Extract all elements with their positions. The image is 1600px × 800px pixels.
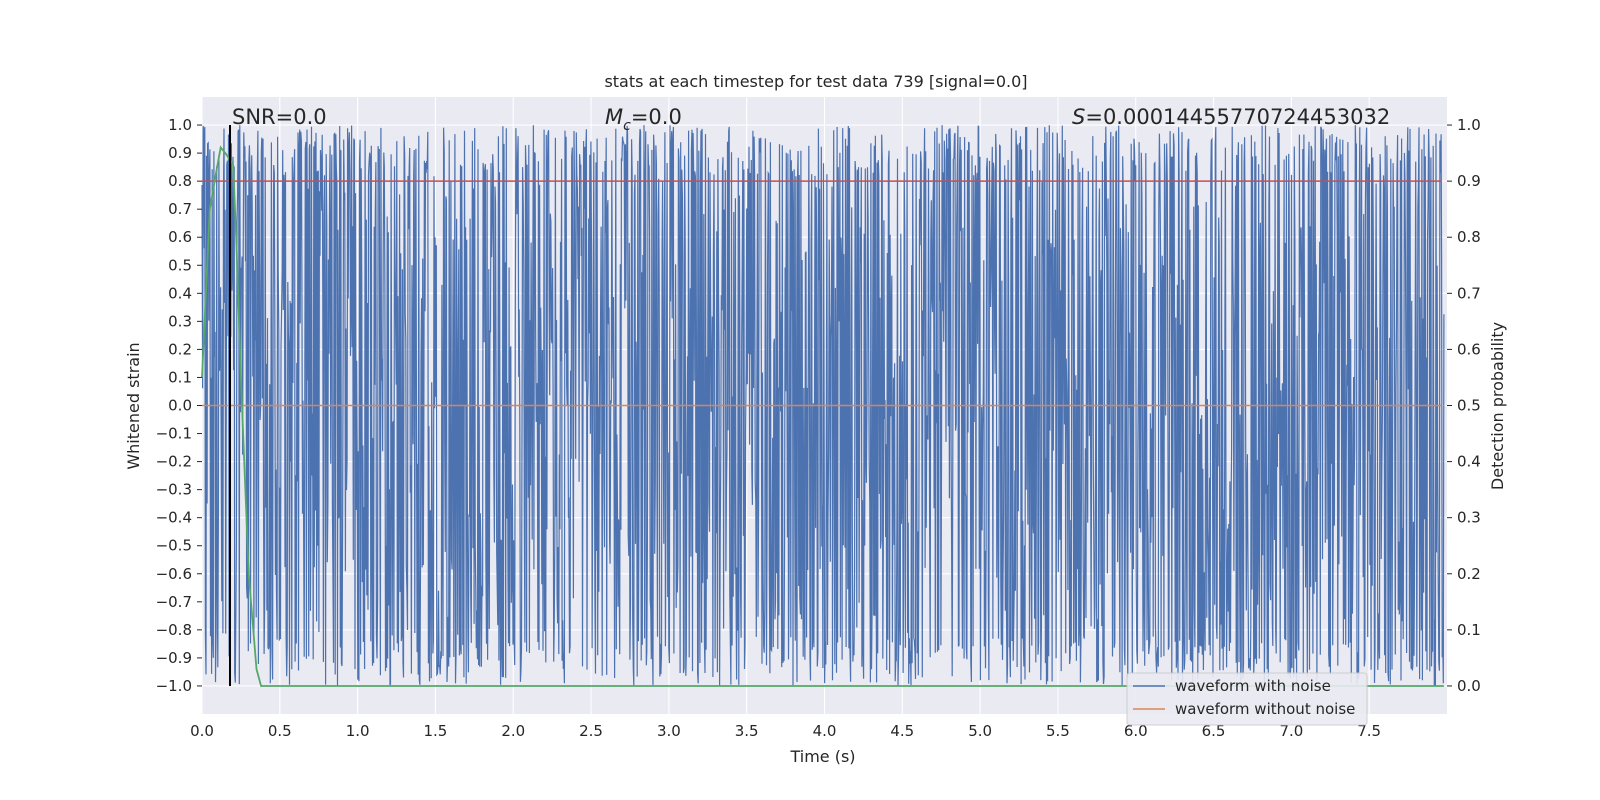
annotation-s: S=0.00014455770724453032 [1072,105,1390,129]
legend: waveform with noise waveform without noi… [1126,672,1368,726]
y-right-tick-label: 0.7 [1457,284,1481,302]
x-tick-label: 1.5 [424,722,448,740]
x-tick-label: 0.0 [190,722,214,740]
x-tick-label: 6.0 [1124,722,1148,740]
y-left-tick-label: −0.1 [156,425,192,443]
y-left-tick-label: −1.0 [156,677,192,695]
x-tick-label: 3.0 [657,722,681,740]
x-tick-label: 0.5 [268,722,292,740]
y-right-tick-label: 0.5 [1457,397,1481,415]
y-right-tick-label: 0.1 [1457,621,1481,639]
y-axis-label-right: Detection probability [1488,322,1507,490]
y-right-tick-label: 0.3 [1457,509,1481,527]
legend-label-noise: waveform with noise [1175,677,1331,695]
x-tick-label: 4.5 [890,722,914,740]
x-axis-label: Time (s) [789,747,855,766]
y-axis-label-left: Whitened strain [124,342,143,469]
annotation-chirp-mass-sub: c [623,118,631,134]
y-left-tick-label: 0.0 [168,397,192,415]
y-right-tick-label: 0.6 [1457,340,1481,358]
y-left-tick-label: 0.3 [168,312,192,330]
y-left-tick-label: −0.9 [156,649,192,667]
y-left-tick-label: 0.1 [168,368,192,386]
y-left-tick-label: 0.6 [168,228,192,246]
series-waveform-with-noise [201,125,1445,686]
noise-line [201,125,1445,686]
y-left-tick-label: 0.9 [168,144,192,162]
y-left-tick-label: 0.7 [168,200,192,218]
chart-title: stats at each timestep for test data 739… [604,72,1027,91]
annotation-chirp-mass: Mc=0.0 [605,105,682,134]
y-left-tick-label: −0.6 [156,565,192,583]
x-tick-label: 3.5 [735,722,759,740]
annotation-chirp-mass-value: =0.0 [631,105,682,129]
x-tick-label: 4.0 [813,722,837,740]
y-left-tick-label: −0.4 [156,509,192,527]
x-tick-label: 1.0 [346,722,370,740]
y-left-tick-label: 0.4 [168,284,192,302]
y-right-tick-label: 0.9 [1457,172,1481,190]
detection-probability-line [201,145,1444,687]
annotation-chirp-mass-symbol: M [605,105,623,129]
x-tick-label: 5.0 [968,722,992,740]
y-right-tick-label: 0.4 [1457,453,1481,471]
annotation-s-symbol: S [1072,105,1085,129]
y-left-tick-label: −0.8 [156,621,192,639]
x-tick-label: 7.0 [1279,722,1303,740]
y-left-tick-label: 0.8 [168,172,192,190]
legend-label-clean: waveform without noise [1175,700,1355,718]
x-tick-label: 5.5 [1046,722,1070,740]
y-left-tick-label: −0.5 [156,537,192,555]
x-tick-label: 6.5 [1202,722,1226,740]
tick-labels: 0.0 0.5 1.0 1.5 2.0 2.5 3.0 3.5 4.0 4.5 5.0 5.5 6.0 6… [156,116,1481,740]
y-right-tick-label: 0.8 [1457,228,1481,246]
x-tick-label: 2.0 [501,722,525,740]
legend-box [1126,672,1368,726]
y-left-tick-label: −0.7 [156,593,192,611]
y-right-tick-label: 1.0 [1457,116,1481,134]
y-left-tick-label: 0.2 [168,340,192,358]
annotation-snr: SNR=0.0 [232,105,327,129]
y-right-tick-label: 0.2 [1457,565,1481,583]
x-tick-label: 2.5 [579,722,603,740]
overlay-series [201,125,1444,687]
x-tick-label: 7.5 [1357,722,1381,740]
y-left-tick-label: −0.2 [156,453,192,471]
y-left-tick-label: −0.3 [156,481,192,499]
annotation-s-value: =0.00014455770724453032 [1085,105,1390,129]
y-left-tick-label: 1.0 [168,116,192,134]
y-right-tick-label: 0.0 [1457,677,1481,695]
y-left-tick-label: 0.5 [168,256,192,274]
